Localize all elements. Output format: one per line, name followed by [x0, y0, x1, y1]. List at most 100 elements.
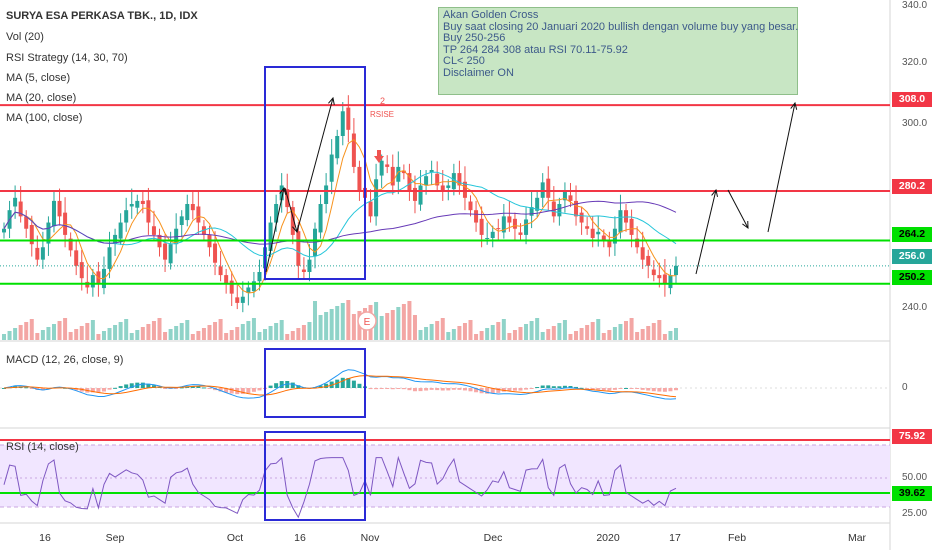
volume-bar	[18, 325, 23, 340]
candle-body	[290, 207, 295, 235]
macd-histogram-bar	[368, 388, 373, 390]
macd-histogram-bar	[151, 385, 156, 388]
volume-bar	[85, 323, 90, 340]
macd-histogram-bar	[612, 388, 617, 390]
candle-body	[135, 200, 140, 208]
candle-body	[607, 241, 612, 248]
candle-body	[590, 228, 595, 238]
macd-histogram-bar	[557, 386, 562, 388]
macd-label[interactable]: MACD (12, 26, close, 9)	[6, 354, 124, 366]
volume-bar	[390, 310, 395, 340]
macd-line	[3, 369, 677, 400]
time-label: 16	[294, 532, 306, 544]
volume-bar	[412, 315, 417, 340]
macd-histogram-bar	[607, 388, 612, 391]
trend-arrow	[296, 97, 334, 233]
indicator-label-rsi-strategy[interactable]: RSI Strategy (14, 30, 70)	[6, 52, 128, 64]
macd-histogram-bar	[107, 388, 112, 390]
signal-label: RSISE	[370, 110, 394, 119]
macd-histogram-bar	[440, 388, 445, 391]
macd-histogram-bar	[129, 383, 134, 388]
rsi-label[interactable]: RSI (14, close)	[6, 441, 79, 453]
price-badge-264: 264.2	[892, 227, 932, 242]
analysis-note[interactable]: Akan Golden Cross Buy saat closing 20 Ja…	[438, 7, 798, 95]
macd-histogram-bar	[640, 388, 645, 390]
macd-histogram-bar	[451, 388, 456, 390]
volume-bar	[207, 325, 212, 340]
volume-bar	[168, 329, 173, 340]
volume-bar	[518, 327, 523, 340]
candle-body	[368, 201, 373, 217]
macd-histogram-bar	[462, 388, 467, 391]
volume-bar	[251, 318, 256, 340]
volume-bar	[418, 330, 423, 340]
arrow-head	[790, 101, 798, 110]
indicator-label-ma5[interactable]: MA (5, close)	[6, 72, 71, 84]
volume-bar	[174, 326, 179, 340]
indicator-label-ma20[interactable]: MA (20, close)	[6, 92, 77, 104]
candle-body	[357, 166, 362, 192]
candle-body	[468, 201, 473, 211]
time-label: Nov	[360, 532, 380, 544]
volume-bar	[246, 321, 251, 340]
macd-histogram-bar	[585, 388, 590, 389]
volume-bar	[546, 329, 551, 340]
candle-body	[507, 216, 512, 223]
highlight-box-macd	[264, 348, 366, 418]
candle-body	[329, 154, 334, 182]
candle-body	[90, 275, 95, 288]
macd-histogram-bar	[251, 388, 256, 392]
candle-body	[407, 173, 412, 192]
volume-bar	[235, 327, 240, 340]
candle-body	[674, 265, 678, 276]
volume-bar	[268, 326, 273, 340]
candle-body	[35, 247, 40, 260]
note-line: Disclaimer ON	[443, 66, 514, 79]
macd-histogram-bar	[618, 388, 623, 389]
volume-bar	[629, 318, 634, 340]
macd-histogram-bar	[629, 388, 634, 389]
volume-bar	[335, 306, 340, 340]
candle-body	[668, 275, 673, 289]
macd-histogram-bar	[529, 388, 534, 389]
rsi-badge-75: 75.92	[892, 429, 932, 444]
volume-bar	[157, 318, 162, 340]
volume-bar	[562, 320, 567, 340]
volume-bar	[113, 325, 118, 340]
candle-body	[446, 185, 451, 188]
candle-body	[574, 200, 579, 217]
macd-histogram-bar	[407, 388, 412, 391]
candle-body	[490, 231, 495, 238]
price-badge-256: 256.0	[892, 249, 932, 264]
time-label: Dec	[483, 532, 503, 544]
indicator-label-ma100[interactable]: MA (100, close)	[6, 112, 83, 124]
volume-bar	[485, 328, 490, 340]
volume-bar	[57, 321, 62, 340]
candle-body	[129, 204, 134, 207]
macd-histogram-bar	[257, 388, 262, 391]
rsi-band	[0, 445, 890, 507]
macd-histogram-bar	[390, 388, 395, 390]
time-label: 2020	[596, 532, 620, 544]
macd-histogram-bar	[196, 386, 201, 388]
volume-bar	[285, 334, 290, 340]
candle-body	[435, 173, 440, 186]
volume-bar	[13, 328, 18, 340]
volume-bar	[35, 333, 40, 340]
note-line: Buy saat closing 20 Januari 2020 bullish…	[443, 20, 799, 33]
macd-histogram-bar	[518, 388, 523, 391]
volume-bar	[540, 332, 545, 340]
macd-histogram-bar	[346, 378, 351, 388]
trend-arrow	[284, 187, 298, 233]
volume-bar	[657, 320, 662, 340]
note-line: Akan Golden Cross	[443, 9, 539, 21]
macd-histogram-bar	[218, 388, 223, 392]
indicator-label-volume[interactable]: Vol (20)	[6, 31, 44, 43]
macd-histogram-bar	[318, 385, 323, 388]
candle-body	[213, 243, 218, 263]
volume-bar	[535, 318, 540, 340]
macd-histogram-bar	[396, 388, 401, 389]
candle-body	[13, 197, 18, 207]
macd-histogram-bar	[374, 388, 379, 390]
candle-body	[351, 133, 356, 167]
